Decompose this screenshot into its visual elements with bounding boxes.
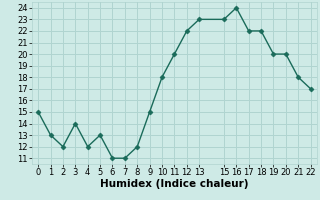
X-axis label: Humidex (Indice chaleur): Humidex (Indice chaleur) [100,179,249,189]
